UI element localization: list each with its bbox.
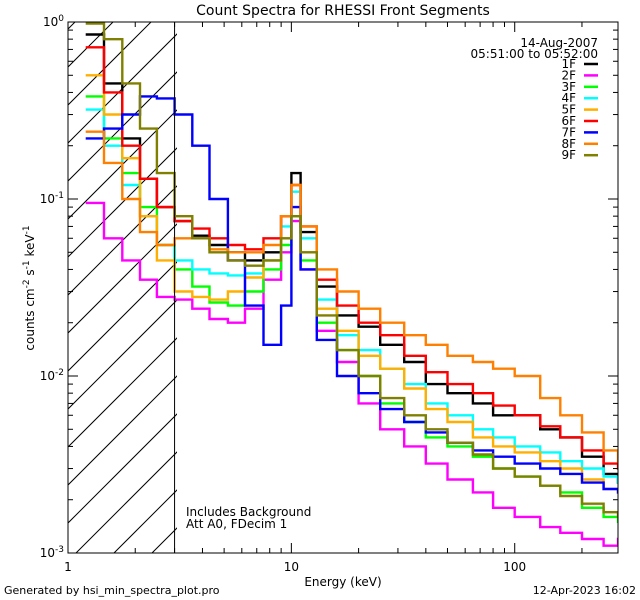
legend-label-4F: 4F: [561, 91, 576, 105]
date-label: 14-Aug-2007: [520, 36, 598, 50]
y-tick-label: 10-3: [40, 545, 64, 560]
series-group: [85, 22, 618, 547]
time-range-label: 05:51:00 to 05:52:00: [471, 47, 598, 61]
y-tick-label: 10-2: [40, 368, 64, 383]
plot-frame: [67, 21, 619, 554]
generated-by-label: Generated by hsi_min_spectra_plot.pro: [4, 584, 220, 597]
hatched-region: [68, 0, 640, 553]
x-tick-label-100: 100: [503, 560, 526, 574]
hatch-line: [68, 22, 152, 106]
hatch-line: [68, 33, 177, 144]
series-line-1F: [85, 33, 618, 484]
x-tick-label-1: 1: [64, 560, 72, 574]
legend-label-5F: 5F: [561, 103, 576, 117]
hatch-line: [228, 0, 640, 553]
hatch-line: [266, 0, 640, 553]
hatch-line: [68, 109, 177, 220]
annotation-background: Includes Background: [186, 505, 311, 519]
legend-label-7F: 7F: [561, 125, 576, 139]
hatch-line: [68, 147, 177, 258]
series-line-6F: [85, 46, 618, 470]
hatch-line: [68, 22, 114, 68]
legend-label-3F: 3F: [561, 80, 576, 94]
x-tick-label-10: 10: [284, 560, 299, 574]
y-tick-label: 100: [43, 14, 64, 29]
y-tick-labels: 10-3 10-2 10-1 100: [40, 14, 65, 560]
timestamp-label: 12-Apr-2023 16:02: [533, 584, 636, 597]
y-axis-label: counts cm-2 s-1 keV-1: [22, 225, 37, 350]
hatch-line: [68, 375, 177, 486]
legend-label-1F: 1F: [561, 57, 576, 71]
legend-label-2F: 2F: [561, 68, 576, 82]
hatch-line: [75, 451, 177, 553]
axis-ticks: [67, 21, 618, 554]
annotation-attenuator: Att A0, FDecim 1: [186, 517, 287, 531]
legend-label-6F: 6F: [561, 114, 576, 128]
legend-label-9F: 9F: [561, 148, 576, 162]
hatch-line: [68, 413, 177, 524]
chart-title: Count Spectra for RHESSI Front Segments: [196, 3, 490, 19]
hatch-line: [68, 223, 177, 334]
hatch-line: [68, 185, 177, 296]
x-axis-label: Energy (keV): [304, 575, 381, 589]
y-tick-label: 10-1: [40, 191, 64, 206]
legend-label-8F: 8F: [561, 137, 576, 151]
